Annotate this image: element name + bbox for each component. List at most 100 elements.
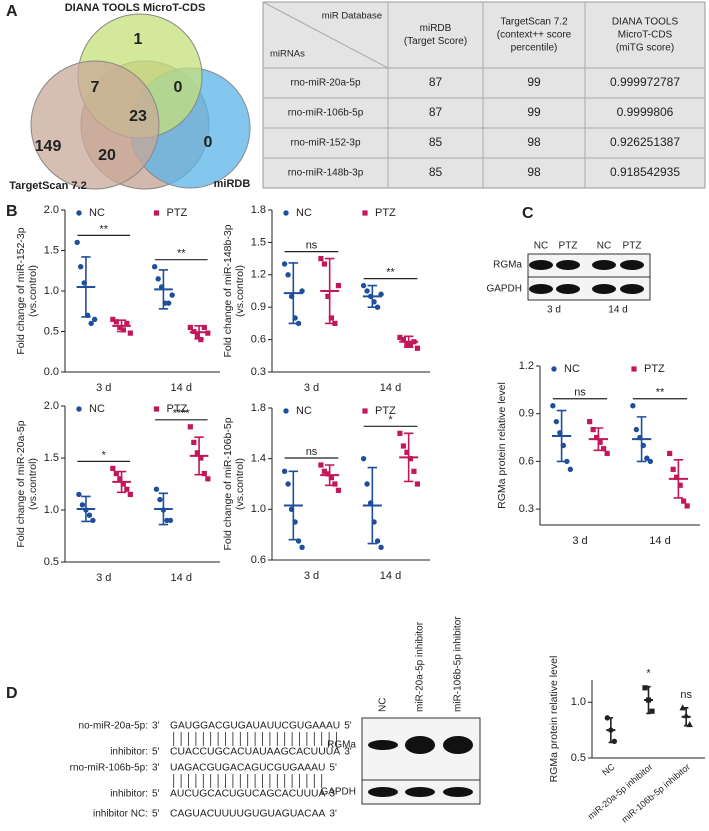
sequence: AUCUGCACUGUCAGCACUUUA [170,789,326,800]
y-tick-label: 1.0 [251,503,266,515]
error-bar [367,284,378,308]
legend-label: PTZ [167,403,188,415]
data-point [360,282,367,289]
data-point [281,468,288,475]
data-point [88,320,94,327]
table-cell: 85 [429,165,443,179]
data-point [151,264,158,270]
y-axis-label: Fold change of miR-20a-5p [15,420,27,547]
error-bar [403,335,414,348]
table-cell: 99 [527,75,541,89]
table-cell: rno-miR-148b-3p [288,168,364,179]
blot-band [405,736,435,754]
data-point [285,272,291,278]
data-point [198,455,204,461]
significance-label: * [388,414,393,426]
y-axis-label: (vs.control) [27,265,39,317]
table-cell: 85 [429,135,443,149]
table-cell: rno-miR-106b-5p [288,108,364,119]
legend-marker [76,210,82,216]
table-header: (Target Score) [404,36,467,47]
table-cell: 98 [527,135,541,149]
y-axis-label: RGMa protein relative level [548,656,560,783]
y-tick-label: 1.4 [251,453,266,465]
data-point [117,476,123,482]
venn-circle [30,60,160,190]
blot-lane-label: NC [597,241,611,252]
sequence-label: inhibitor: [110,789,148,800]
legend-marker [362,408,368,414]
venn-count: 20 [98,147,116,164]
data-point [77,264,84,270]
legend-marker [283,408,289,414]
table-header: (context++ score [497,30,572,41]
data-point [674,474,680,480]
sequence-end: 3' [329,809,337,820]
sequence-end: 5' [152,789,160,800]
data-point [597,439,603,445]
y-tick-label: 0.5 [44,556,59,568]
table-cell: 87 [429,75,443,89]
error-bar [158,269,169,310]
y-tick-label: 2.0 [44,204,59,216]
data-point [325,471,331,477]
y-axis-label: Fold change of miR-106b-5p [222,417,234,550]
y-axis-label: RGMa protein relative level [496,382,508,509]
y-tick-label: 0.6 [251,334,266,346]
table-diagonal [262,1,389,69]
y-tick-label: 0.9 [251,301,266,313]
data-point [285,481,291,487]
significance-label: ns [574,387,586,399]
data-point [117,324,123,331]
data-point [681,498,687,504]
legend-label: PTZ [644,363,665,375]
legend-marker [153,406,160,412]
data-point [601,446,607,452]
significance-label: ** [99,223,108,235]
legend-marker [283,210,289,216]
data-point [397,430,403,436]
y-tick-label: 0.0 [44,366,59,378]
data-point [120,327,126,333]
data-point [74,239,80,246]
venn-set-label: miRDB [214,178,251,190]
table-corner: miR Database [322,11,382,22]
x-tick-label: 3 d [572,535,587,547]
data-point [335,283,342,289]
data-point [79,502,86,508]
error-bar [81,256,91,318]
table-header: MicroT-CDS [618,30,673,41]
data-point [649,708,655,714]
y-axis-label: Fold change of miR-152-3p [15,227,27,354]
data-point [110,316,116,322]
significance-label: ** [386,267,395,279]
error-bar [194,325,204,340]
data-point [553,418,560,425]
data-point [374,538,381,544]
data-point [113,471,119,477]
data-point [647,458,654,465]
data-point [205,476,211,482]
data-point [364,288,370,294]
data-point [299,544,305,551]
data-point [404,449,410,455]
blot-group-label: 14 d [608,305,627,316]
venn-set-label: DIANA TOOLS MicroT-CDS [65,2,206,14]
sequence-label: rno-miR-106b-5p: [70,763,148,774]
table-corner: miRNAs [270,49,305,60]
data-point [644,455,650,461]
data-point [407,342,414,348]
sequence-label: no-miR-20a-5p: [79,721,148,732]
y-axis-label: Fold change of miR-148b-3p [222,224,234,357]
y-tick-label: 0.3 [519,503,534,515]
data-point [404,342,410,348]
data-point [677,482,683,488]
x-tick-label: NC [600,761,617,777]
data-point [550,403,556,409]
error-bar [608,717,614,744]
error-bar [593,427,604,452]
data-point [378,544,384,551]
table-header: miRDB [420,23,452,34]
blot-lane-label: PTZ [623,241,642,252]
